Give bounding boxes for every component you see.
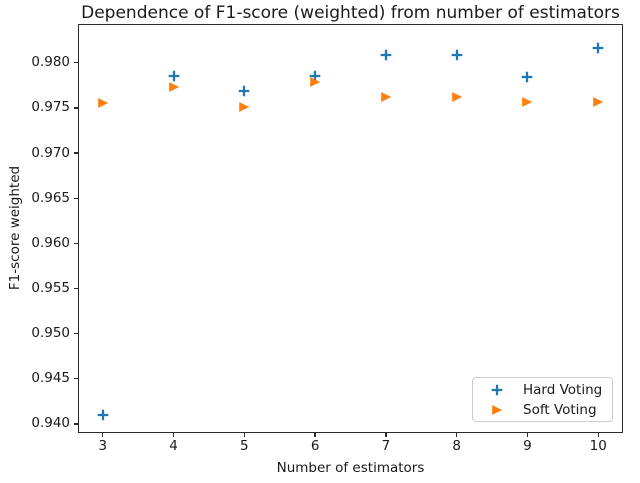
x-tick-label: 5	[240, 438, 249, 454]
triangle-right-marker-icon	[492, 404, 503, 415]
x-tick-mark	[102, 433, 104, 437]
x-tick-mark	[172, 433, 175, 437]
legend-label: Soft Voting	[523, 401, 597, 418]
plus-marker-icon	[309, 70, 321, 82]
y-tick-label: 0.970	[31, 144, 70, 161]
y-axis-label: F1-score weighted	[7, 165, 23, 291]
legend: Hard Voting Soft Voting	[472, 377, 613, 422]
legend-item-soft-voting: Soft Voting	[479, 400, 612, 420]
x-tick-mark	[243, 433, 245, 437]
x-tick-mark	[456, 433, 458, 437]
y-tick-mark	[74, 152, 78, 154]
x-tick-label: 4	[169, 438, 178, 454]
triangle-right-marker-icon	[168, 81, 179, 92]
legend-item-hard-voting: Hard Voting	[479, 380, 612, 400]
plus-marker-icon	[592, 42, 604, 54]
data-point-soft-voting	[521, 93, 533, 107]
y-tick-mark	[74, 242, 78, 245]
triangle-right-marker-icon	[239, 102, 250, 113]
x-tick-mark	[314, 433, 316, 437]
y-tick-mark	[74, 62, 78, 64]
triangle-right-marker-icon	[381, 91, 392, 102]
data-point-soft-voting	[380, 88, 392, 102]
x-tick-label: 8	[452, 438, 461, 454]
x-tick-label: 7	[381, 438, 391, 454]
y-tick-mark	[74, 333, 78, 335]
plus-marker-icon	[451, 49, 462, 61]
legend-marker-cell	[479, 384, 515, 396]
x-tick-mark	[597, 433, 599, 437]
y-tick-mark	[74, 107, 78, 109]
legend-label: Hard Voting	[523, 381, 603, 398]
y-tick-mark	[74, 287, 78, 290]
y-tick-mark	[74, 197, 78, 199]
data-point-hard-voting	[451, 46, 463, 61]
data-point-soft-voting	[309, 73, 321, 87]
data-point-hard-voting	[309, 67, 321, 82]
data-point-hard-voting	[380, 46, 392, 61]
triangle-right-marker-icon	[451, 91, 462, 102]
x-tick-label: 9	[523, 438, 532, 454]
plus-marker-icon	[380, 49, 392, 61]
legend-rows: Hard Voting Soft Voting	[479, 380, 612, 420]
plus-marker-icon	[491, 384, 503, 395]
y-tick-label: 0.945	[31, 370, 70, 387]
x-axis-label: Number of estimators	[276, 460, 425, 476]
data-point-soft-voting	[592, 93, 604, 107]
y-tick-label: 0.965	[31, 189, 70, 206]
x-tick-label: 3	[98, 438, 108, 454]
x-tick-mark	[526, 433, 529, 437]
data-point-hard-voting	[521, 68, 533, 82]
data-point-soft-voting	[451, 88, 463, 102]
data-point-soft-voting	[97, 94, 109, 108]
y-tick-mark	[74, 423, 78, 425]
y-tick-label: 0.980	[31, 54, 70, 71]
legend-marker-cell	[479, 404, 515, 416]
triangle-right-marker-icon	[593, 97, 604, 107]
x-tick-mark	[385, 433, 387, 437]
triangle-right-marker-icon	[310, 77, 321, 87]
plus-marker-icon	[97, 409, 109, 421]
chart-title: Dependence of F1-score (weighted) from n…	[81, 3, 620, 23]
data-point-hard-voting	[592, 39, 604, 54]
y-tick-label: 0.950	[31, 325, 70, 342]
y-tick-label: 0.940	[31, 415, 70, 432]
x-tick-label: 10	[589, 438, 607, 454]
plus-marker-icon	[522, 71, 533, 82]
triangle-right-marker-icon	[97, 97, 108, 108]
plus-marker-icon	[239, 85, 250, 97]
y-tick-label: 0.975	[31, 99, 70, 116]
x-tick-label: 6	[310, 438, 320, 454]
plus-marker-icon	[168, 70, 179, 82]
data-point-soft-voting	[168, 78, 180, 92]
data-point-hard-voting	[97, 406, 109, 421]
data-point-soft-voting	[238, 98, 250, 113]
plot-area	[78, 24, 623, 433]
data-point-hard-voting	[168, 67, 180, 82]
y-tick-label: 0.955	[31, 280, 70, 297]
y-tick-mark	[74, 378, 78, 380]
y-tick-label: 0.960	[31, 234, 70, 251]
data-point-hard-voting	[238, 82, 250, 97]
triangle-right-marker-icon	[522, 97, 533, 107]
